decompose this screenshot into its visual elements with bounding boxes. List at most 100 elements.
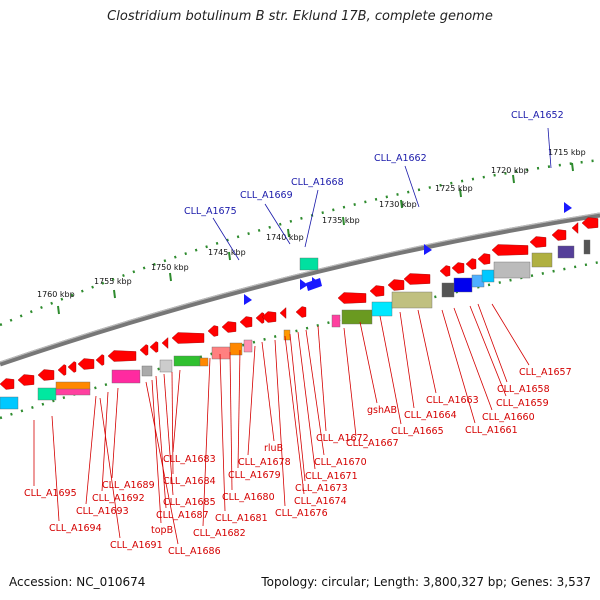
gene-arrow-forward [0,378,15,390]
kbp-label: 1745 kbp [208,248,246,257]
gene-label-forward: CLL_A1683 [163,454,216,465]
leader-line [441,309,476,424]
gene-arrow-reverse [244,294,252,305]
outer-tick-ring [0,158,600,327]
gene-label-forward: gshAB [367,405,397,416]
leader-line [274,339,286,507]
feature-block [55,381,91,391]
leader-line [547,127,552,169]
feature-blocks [0,239,591,410]
leader-line [469,305,507,397]
gene-label-forward: CLL_A1674 [294,496,347,507]
gene-label-reverse: CLL_A1668 [291,177,344,188]
gene-label-forward: CLL_A1667 [346,438,399,449]
leader-line [151,379,162,524]
kbp-label: 1750 kbp [151,263,189,272]
leader-line [163,373,174,496]
feature-block [493,261,531,279]
gene-arrow-forward [451,262,465,274]
gene-label-forward: CLL_A1691 [110,540,163,551]
feature-block [0,396,19,410]
gene-label-forward: CLL_A1695 [24,488,77,499]
feature-block [453,277,473,293]
gene-arrow-reverse [306,278,322,291]
kbp-tick [512,174,515,184]
gene-arrow-forward [403,273,431,285]
gene-label-forward: rluB [264,443,283,454]
gene-arrow-forward [279,307,287,319]
leader-line [229,351,233,491]
kbp-tick [342,216,345,226]
leader-line [304,189,319,248]
gene-arrow-forward [37,369,55,381]
leader-line [212,217,240,261]
leader-line [264,203,291,245]
kbp-tick [57,305,60,315]
gene-arrow-forward [107,350,137,362]
gene-label-forward: CLL_A1673 [295,483,348,494]
gene-arrow-forward [369,285,385,297]
feature-block [331,314,341,328]
kbp-label: 1760 kbp [37,290,75,299]
gene-label-reverse: CLL_A1669 [240,190,293,201]
gene-arrow-forward [477,253,491,265]
gene-label-reverse: CLL_A1675 [184,206,237,217]
feature-block [557,245,575,259]
gene-label-forward: CLL_A1687 [156,510,209,521]
gene-arrow-forward [551,229,567,241]
kbp-tick [571,162,574,172]
gene-arrow-forward [171,332,205,344]
gene-label-forward: CLL_A1689 [102,480,155,491]
gene-label-forward: CLL_A1659 [496,398,549,409]
kbp-tick [287,228,290,238]
gene-arrow-reverse [300,279,308,290]
kbp-tick [228,251,231,261]
gene-label-forward: CLL_A1676 [275,508,328,519]
leader-line [399,311,415,409]
map-title: Clostridium botulinum B str. Eklund 17B,… [107,9,493,24]
feature-block [211,346,231,360]
gene-label-forward: CLL_A1686 [168,546,221,557]
leader-line [417,309,437,394]
leader-line [491,303,530,366]
feature-block [391,291,433,309]
leader-line [359,321,378,404]
gene-arrow-forward [581,217,599,229]
kbp-tick [113,289,116,299]
gene-label-reverse: CLL_A1662 [374,153,427,164]
feature-block [173,355,201,367]
kbp-label: 1735 kbp [322,216,360,225]
leader-line [305,329,325,456]
gene-label-forward: CLL_A1678 [238,457,291,468]
gene-label-forward: CLL_A1694 [49,523,102,534]
feature-block [371,301,393,317]
gene-arrow-forward [387,279,405,291]
gene-arrow-forward [465,258,477,270]
gene-label-forward: CLL_A1692 [92,493,145,504]
gene-arrow-forward [207,325,219,337]
label-leaders [33,127,552,545]
kbp-label: 1725 kbp [435,184,473,193]
gene-label-forward: CLL_A1664 [404,410,457,421]
leader-line [261,341,275,442]
gene-arrow-reverse [424,244,432,255]
gene-arrow-forward [337,292,367,304]
feature-block [299,257,319,271]
feature-block [341,309,373,325]
feature-block [481,269,495,283]
leader-line [379,315,402,425]
leader-line [297,331,316,470]
kbp-label: 1720 kbp [491,166,529,175]
gene-label-forward: CLL_A1671 [305,471,358,482]
gene-label-forward: CLL_A1681 [215,513,268,524]
kbp-label: 1715 kbp [548,148,586,157]
leader-line [404,165,420,208]
gene-label-forward: CLL_A1680 [222,492,275,503]
gene-arrow-forward [149,341,159,353]
gene-arrow-forward [261,311,277,323]
leader-line [111,387,119,479]
gene-label-reverse: CLL_A1652 [511,110,564,121]
leader-line [202,357,211,527]
gene-arrow-forward [295,306,307,318]
